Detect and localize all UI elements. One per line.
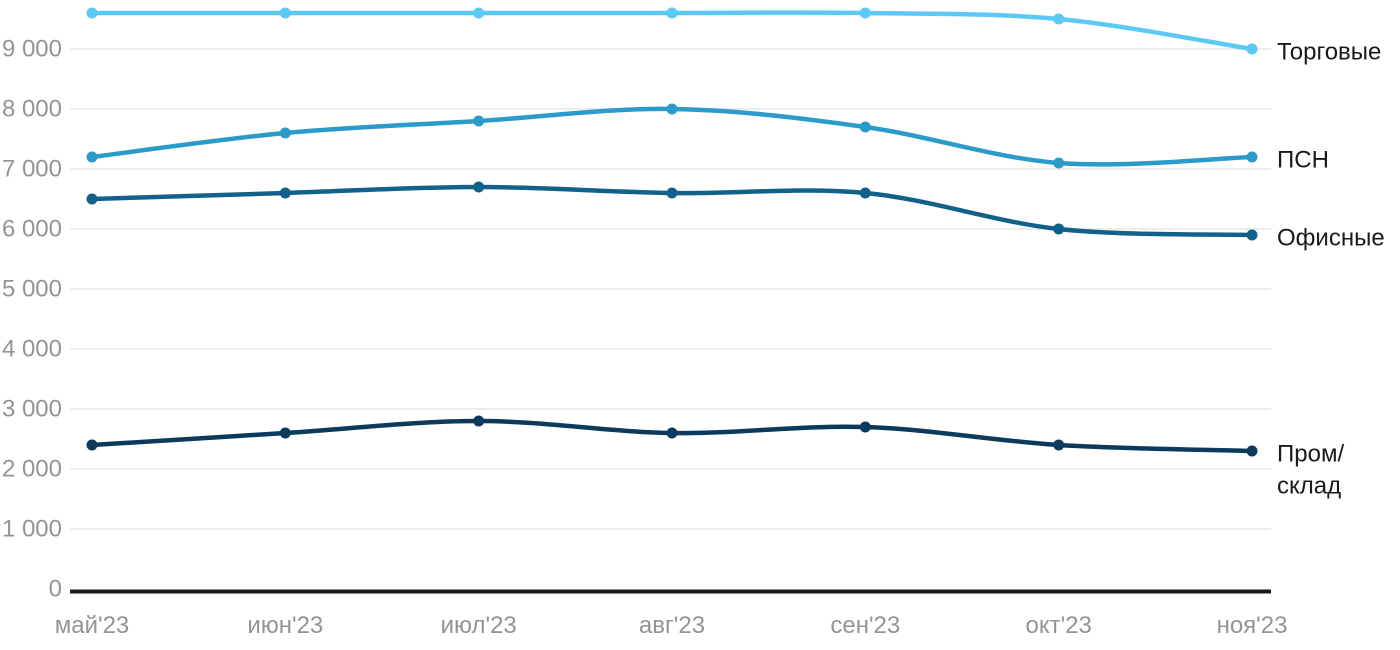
y-axis-tick-label: 8 000 [2,96,62,123]
data-point [473,181,485,193]
series-label: Офисные [1277,225,1385,252]
x-axis-labels: май'23 июн'23 июл'23 авг'23 сен'23 окт'23 ноя'… [55,612,1288,639]
data-point [859,7,871,19]
x-axis-tick-label: сен'23 [830,612,900,639]
series-line [89,106,1255,167]
data-point [86,7,98,19]
data-point [473,415,485,427]
data-point [1246,445,1258,457]
y-axis-tick-label: 6 000 [2,216,62,243]
series-label: ПСН [1277,147,1329,174]
data-point [1246,229,1258,241]
y-axis-labels: 0 1 000 2 000 3 000 4 000 5 000 6 000 7 000 8 00… [2,36,62,603]
y-axis-tick-label: 0 [49,576,62,603]
y-axis-tick-label: 9 000 [2,36,62,63]
x-axis-tick-label: май'23 [55,612,130,639]
gridlines [70,48,1271,530]
series-2: Офисные [86,181,1385,252]
data-point [859,187,871,199]
data-point [1053,223,1065,235]
y-axis-tick-label: 4 000 [2,336,62,363]
data-point [86,193,98,205]
y-axis-tick-label: 7 000 [2,156,62,183]
x-axis-tick-label: июн'23 [247,612,323,639]
x-axis-tick-label: авг'23 [639,612,705,639]
data-point [859,121,871,133]
x-axis-tick-label: июл'23 [441,612,517,639]
data-point [859,421,871,433]
data-point [279,127,291,139]
data-point [86,151,98,163]
series-label: Торговые [1277,39,1381,66]
data-point [1053,13,1065,25]
data-point [279,7,291,19]
y-axis-tick-label: 1 000 [2,516,62,543]
series-1: ПСН [86,103,1329,174]
data-point [86,439,98,451]
series-label: Пром/ [1277,441,1344,468]
series-0: Торговые [86,7,1381,66]
y-axis-tick-label: 2 000 [2,456,62,483]
data-point [1246,151,1258,163]
series-label: склад [1277,473,1341,500]
data-point [1053,157,1065,169]
data-point [279,427,291,439]
y-axis-tick-label: 5 000 [2,276,62,303]
x-axis-tick-label: окт'23 [1026,612,1092,639]
data-point [1246,43,1258,55]
series-3: Пром/склад [86,415,1344,500]
data-point [666,187,678,199]
data-point [473,7,485,19]
data-point [666,103,678,115]
data-point [473,115,485,127]
data-point [1053,439,1065,451]
y-axis-tick-label: 3 000 [2,396,62,423]
data-point [666,7,678,19]
data-point [279,187,291,199]
data-point [666,427,678,439]
x-axis-tick-label: ноя'23 [1217,612,1288,639]
